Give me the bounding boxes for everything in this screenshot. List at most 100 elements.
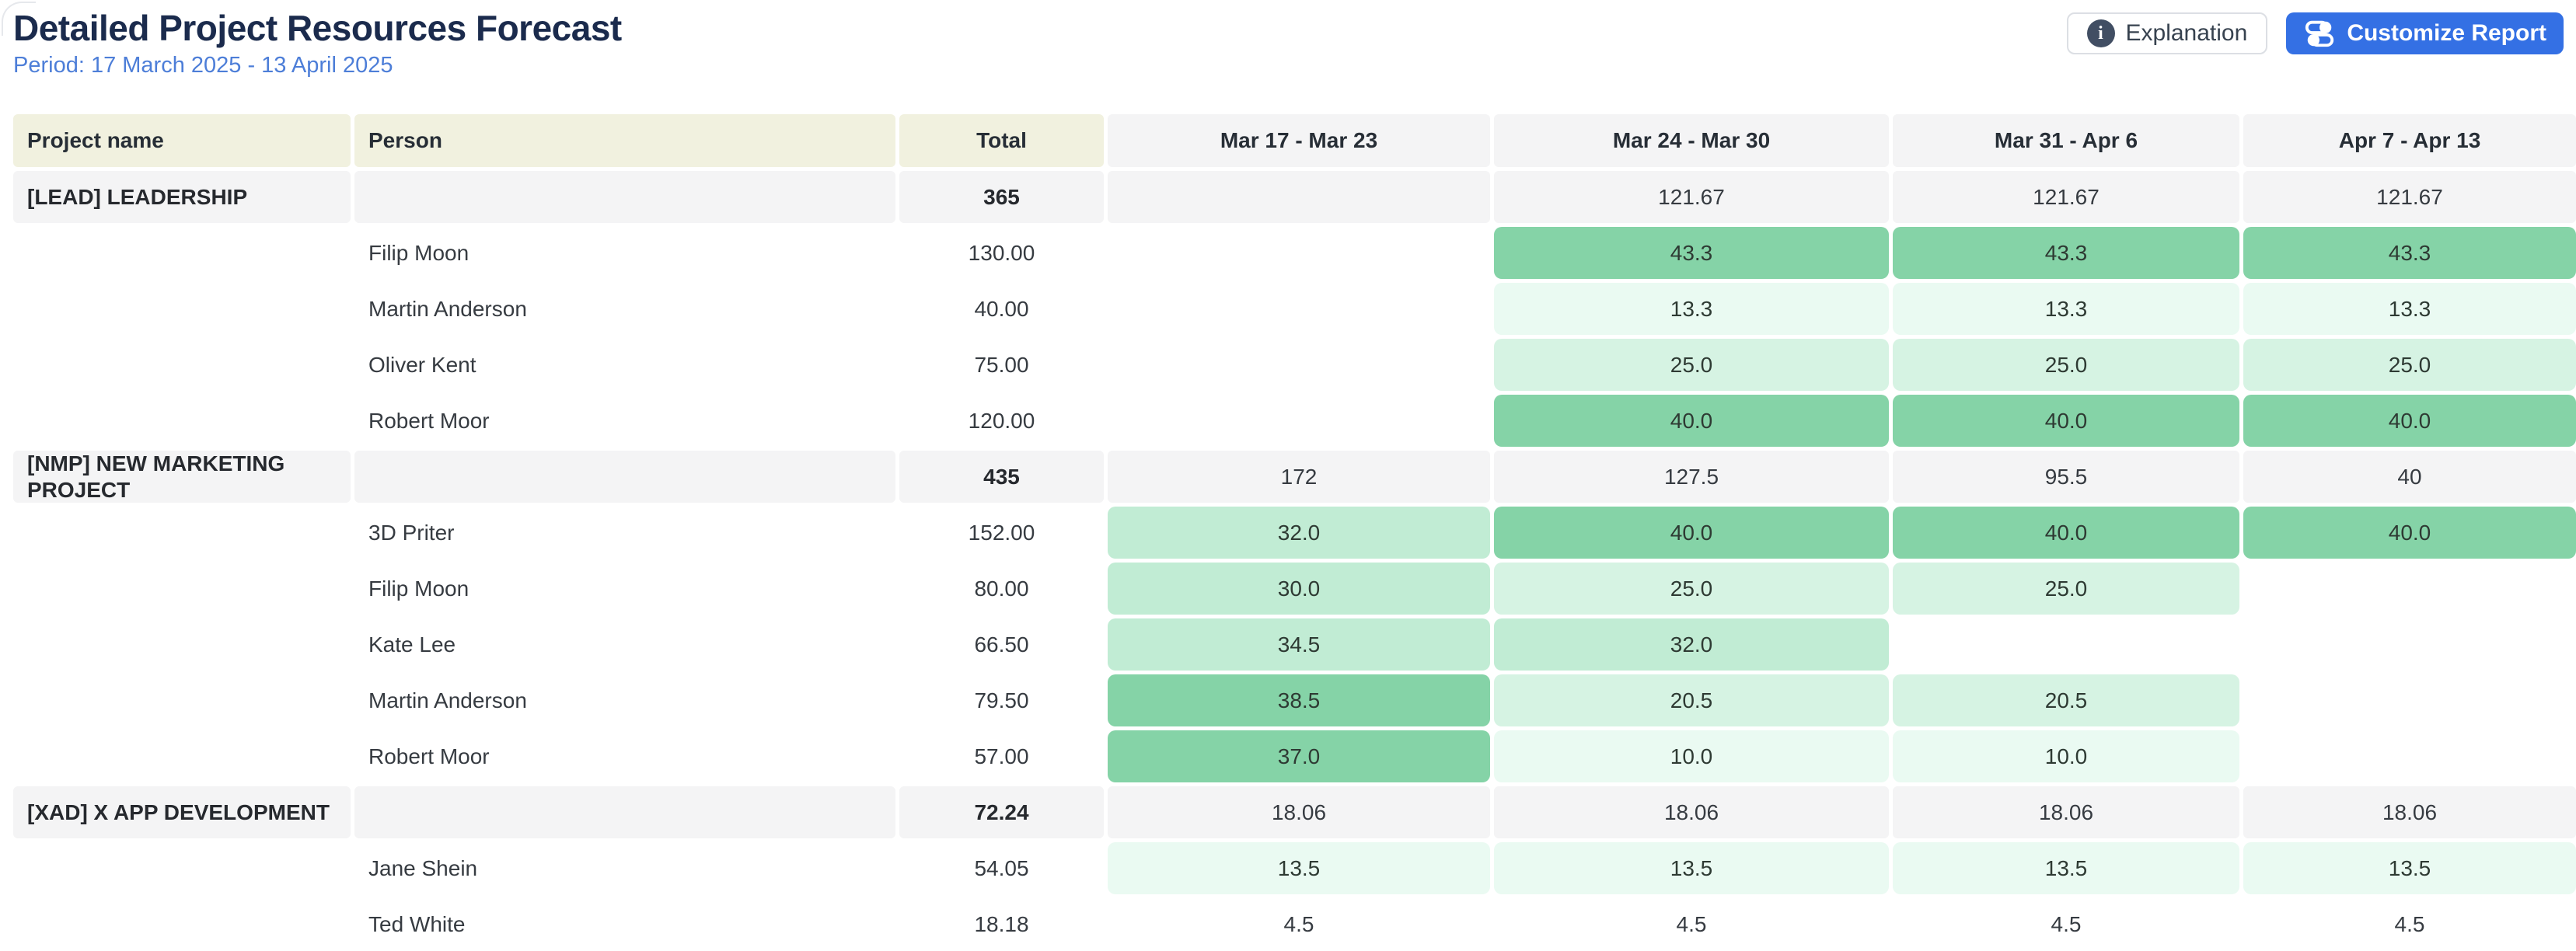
person-cell: Filip Moon — [368, 576, 469, 601]
week-cell: 13.3 — [1893, 283, 2239, 335]
person-cell: Ted White — [368, 911, 466, 936]
explanation-button[interactable]: i Explanation — [2066, 12, 2268, 54]
week-cell: 25.0 — [2243, 339, 2576, 391]
project-cell — [13, 339, 351, 391]
total-cell: 79.50 — [974, 688, 1029, 712]
project-cell — [13, 618, 351, 671]
total-cell: 152.00 — [968, 520, 1035, 545]
column-header: Apr 7 - Apr 13 — [2243, 114, 2576, 167]
project-cell — [13, 227, 351, 279]
week-cell: 121.67 — [1494, 171, 1889, 223]
explanation-button-label: Explanation — [2125, 20, 2248, 46]
week-cell — [1108, 171, 1490, 223]
project-cell — [13, 563, 351, 615]
person-cell: Robert Moor — [368, 408, 490, 433]
week-cell: 40.0 — [1494, 507, 1889, 559]
person-row: Oliver Kent 75.00 25.0 25.0 25.0 — [13, 339, 2576, 391]
project-cell — [13, 842, 351, 894]
week-cell: 13.5 — [1893, 842, 2239, 894]
total-cell: 40.00 — [974, 296, 1029, 321]
person-cell: 3D Priter — [368, 520, 455, 545]
week-cell: 172 — [1108, 451, 1490, 503]
week-cell — [2243, 674, 2576, 726]
week-cell: 4.5 — [2051, 911, 2082, 936]
header-actions: i Explanation Customize Report — [2066, 12, 2564, 54]
total-cell: 365 — [899, 171, 1104, 223]
person-cell — [354, 451, 895, 503]
person-cell: Oliver Kent — [368, 352, 476, 377]
week-cell: 34.5 — [1108, 618, 1490, 671]
week-cell: 18.06 — [1893, 786, 2239, 838]
week-cell: 25.0 — [1494, 563, 1889, 615]
week-cell: 43.3 — [1893, 227, 2239, 279]
person-row: Filip Moon 80.00 30.0 25.0 25.0 — [13, 563, 2576, 615]
person-cell: Filip Moon — [368, 240, 469, 265]
column-header: Project name — [13, 114, 351, 167]
total-cell: 80.00 — [974, 576, 1029, 601]
week-cell: 4.5 — [1676, 911, 1707, 936]
person-row: Filip Moon 130.00 43.3 43.3 43.3 — [13, 227, 2576, 279]
week-cell — [1108, 227, 1490, 279]
customize-report-button[interactable]: Customize Report — [2286, 12, 2564, 54]
report-period: Period: 17 March 2025 - 13 April 2025 — [13, 52, 393, 78]
project-group-row: [XAD] X APP DEVELOPMENT 72.24 18.06 18.06 18… — [13, 786, 2576, 838]
person-cell: Martin Anderson — [368, 688, 527, 712]
total-cell: 435 — [899, 451, 1104, 503]
week-cell: 4.5 — [2394, 911, 2425, 936]
week-cell — [2243, 730, 2576, 782]
person-row: Ted White 18.18 4.5 4.5 4.5 4.5 — [13, 898, 2576, 950]
week-cell: 40.0 — [1893, 395, 2239, 447]
column-header: Mar 31 - Apr 6 — [1893, 114, 2239, 167]
week-cell: 40.0 — [2243, 395, 2576, 447]
page-title: Detailed Project Resources Forecast — [13, 8, 622, 48]
project-cell — [13, 674, 351, 726]
week-cell: 18.06 — [1494, 786, 1889, 838]
person-cell: Robert Moor — [368, 744, 490, 768]
week-cell — [1108, 395, 1490, 447]
forecast-table: Project name Person Total Mar 17 - Mar 23 Ma… — [13, 114, 2576, 950]
total-cell: 18.18 — [974, 911, 1029, 936]
week-cell: 40.0 — [2243, 507, 2576, 559]
week-cell: 13.3 — [2243, 283, 2576, 335]
project-cell: [NMP] NEW MARKETING PROJECT — [13, 451, 351, 503]
total-cell: 66.50 — [974, 632, 1029, 657]
info-icon: i — [2086, 19, 2115, 47]
week-cell: 25.0 — [1893, 563, 2239, 615]
week-cell: 13.3 — [1494, 283, 1889, 335]
project-cell: [XAD] X APP DEVELOPMENT — [13, 786, 351, 838]
week-cell: 20.5 — [1494, 674, 1889, 726]
person-cell — [354, 171, 895, 223]
week-cell: 38.5 — [1108, 674, 1490, 726]
week-cell — [1108, 283, 1490, 335]
report-header: Detailed Project Resources Forecast Peri… — [0, 0, 2576, 114]
column-header: Mar 24 - Mar 30 — [1494, 114, 1889, 167]
project-cell — [13, 395, 351, 447]
total-cell: 130.00 — [968, 240, 1035, 265]
person-cell: Jane Shein — [368, 855, 478, 880]
week-cell: 121.67 — [2243, 171, 2576, 223]
week-cell: 10.0 — [1893, 730, 2239, 782]
week-cell: 43.3 — [2243, 227, 2576, 279]
customize-report-label: Customize Report — [2347, 20, 2546, 46]
total-cell: 57.00 — [974, 744, 1029, 768]
total-cell: 72.24 — [899, 786, 1104, 838]
table-header-row: Project name Person Total Mar 17 - Mar 23 Ma… — [13, 114, 2576, 167]
week-cell — [1893, 618, 2239, 671]
project-group-row: [NMP] NEW MARKETING PROJECT 435 172 127.5 95… — [13, 451, 2576, 503]
week-cell: 18.06 — [1108, 786, 1490, 838]
week-cell — [2243, 563, 2576, 615]
project-cell — [13, 507, 351, 559]
week-cell: 4.5 — [1283, 911, 1314, 936]
column-header: Total — [899, 114, 1104, 167]
person-row: Martin Anderson 79.50 38.5 20.5 20.5 — [13, 674, 2576, 726]
project-group-row: [LEAD] LEADERSHIP 365 121.67 121.67 121.67 — [13, 171, 2576, 223]
week-cell: 121.67 — [1893, 171, 2239, 223]
column-header: Mar 17 - Mar 23 — [1108, 114, 1490, 167]
sliders-icon — [2303, 17, 2336, 50]
week-cell: 20.5 — [1893, 674, 2239, 726]
person-cell — [354, 786, 895, 838]
week-cell: 13.5 — [1494, 842, 1889, 894]
week-cell: 40 — [2243, 451, 2576, 503]
total-cell: 120.00 — [968, 408, 1035, 433]
week-cell: 43.3 — [1494, 227, 1889, 279]
